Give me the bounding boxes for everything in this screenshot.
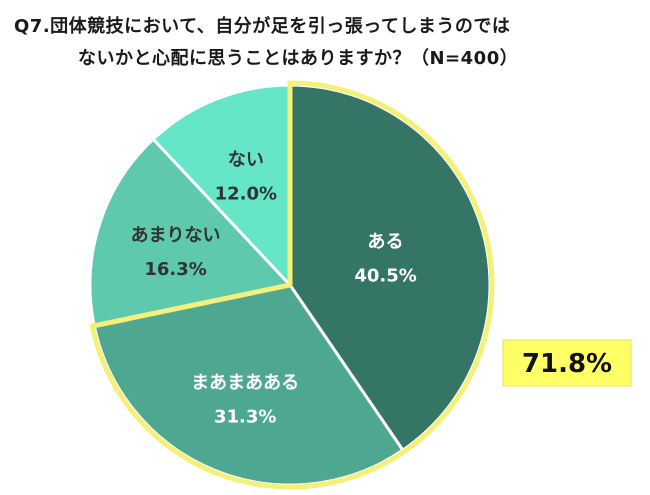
pie-slice-3	[88, 137, 292, 328]
slice-category-label: まあまあある	[191, 372, 299, 393]
slice-value-label: 31.3%	[214, 406, 276, 427]
slice-category-label: あまりない	[131, 225, 221, 246]
slice-value-label: 40.5%	[354, 265, 416, 286]
slice-category-label: ある	[368, 231, 404, 252]
chart-title-line-2: ないかと心配に思うことはありますか？（N=400）	[78, 48, 519, 69]
slice-value-label: 12.0%	[215, 183, 277, 204]
slice-category-label: ない	[228, 149, 264, 170]
total-callout-label: 71.8%	[522, 349, 612, 379]
chart-title: Q7.団体競技において、自分が足を引っ張ってしまうのでは ないかと心配に思うこと…	[0, 0, 650, 80]
pie-slice-4	[151, 83, 292, 287]
chart-title-line-1: Q7.団体競技において、自分が足を引っ張ってしまうのでは	[14, 16, 511, 37]
total-callout-box	[502, 339, 632, 387]
highlight-outline	[89, 80, 495, 490]
slice-value-label: 16.3%	[144, 259, 206, 280]
